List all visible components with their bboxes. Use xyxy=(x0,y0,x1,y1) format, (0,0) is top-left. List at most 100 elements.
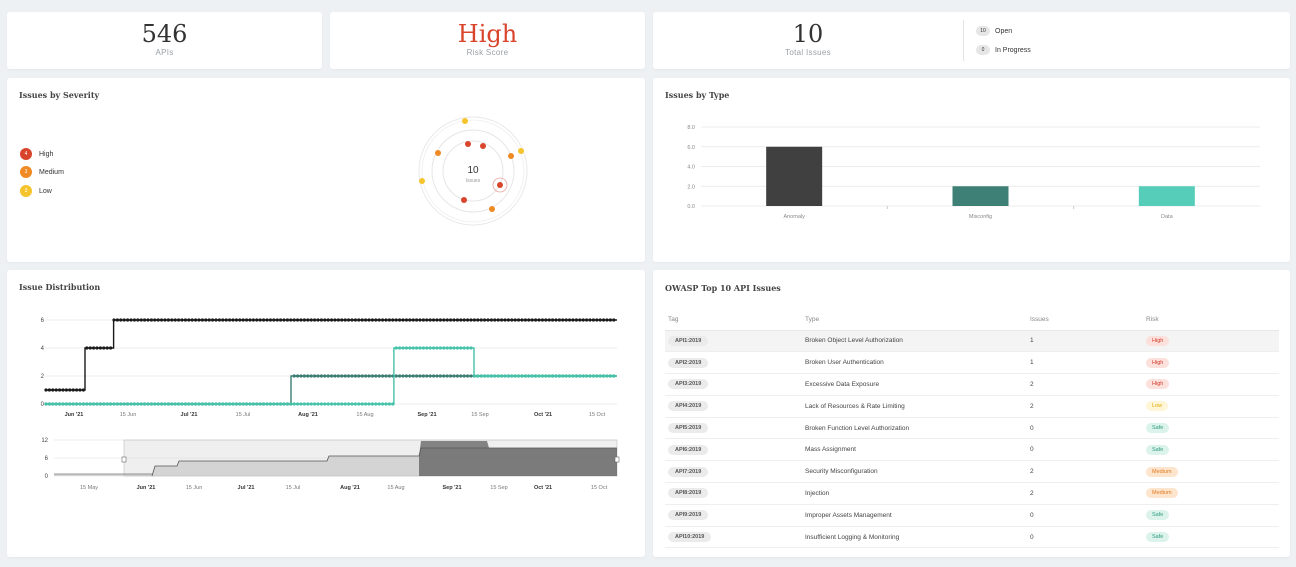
data-point xyxy=(68,388,72,392)
data-point xyxy=(289,402,293,406)
kpi-issues-value: 10 xyxy=(792,20,824,48)
col-tag[interactable]: Tag xyxy=(665,310,802,331)
legend-low[interactable]: 3 Low xyxy=(20,185,52,197)
col-risk[interactable]: Risk xyxy=(1143,310,1279,331)
table-row[interactable]: API4:2019 Lack of Resources & Rate Limiti… xyxy=(665,395,1279,418)
data-point xyxy=(173,318,177,322)
data-point xyxy=(330,402,334,406)
data-point xyxy=(231,402,235,406)
tag-cell: API5:2019 xyxy=(665,417,802,440)
data-point xyxy=(306,402,310,406)
data-point xyxy=(75,402,79,406)
data-point xyxy=(85,402,89,406)
table-row[interactable]: API5:2019 Broken Function Level Authoriza… xyxy=(665,417,1279,440)
navigator-handle-right[interactable] xyxy=(614,456,620,463)
status-open: 10 Open xyxy=(976,26,1012,36)
table-row[interactable]: API7:2019 Security Misconfiguration 2 Mediu… xyxy=(665,460,1279,484)
x-tick-label: Misconfig xyxy=(969,214,992,220)
ring-outer-inner xyxy=(421,119,525,223)
issue-point-low[interactable] xyxy=(462,118,468,124)
data-point xyxy=(207,402,211,406)
bar-anomaly[interactable] xyxy=(766,146,823,206)
data-point xyxy=(343,374,347,378)
nav-x-tick-label: Oct '21 xyxy=(534,485,552,491)
data-point xyxy=(248,402,252,406)
data-point xyxy=(211,318,215,322)
series-line[interactable] xyxy=(45,375,617,405)
data-point xyxy=(336,374,340,378)
data-point xyxy=(313,318,317,322)
data-point xyxy=(381,318,385,322)
bar-misconfig[interactable] xyxy=(952,186,1009,206)
table-row[interactable]: API10:2019 Insufficient Logging & Monitor… xyxy=(665,526,1279,549)
distribution-card: Issue Distribution 6 4 2 0 Jun '21 15 Jun Jul … xyxy=(7,270,645,557)
risk-cell: High xyxy=(1143,351,1279,375)
data-point xyxy=(78,388,82,392)
issue-point-low[interactable] xyxy=(419,178,425,184)
type-cell: Excessive Data Exposure xyxy=(802,373,1027,396)
issue-point-medium[interactable] xyxy=(508,153,514,159)
issue-point-high[interactable] xyxy=(480,143,486,149)
data-point xyxy=(68,402,72,406)
issue-point-low[interactable] xyxy=(518,148,524,154)
severity-card: Issues by Severity 4 High 3 Medium 3 Low… xyxy=(7,78,645,262)
data-point xyxy=(309,402,313,406)
data-point xyxy=(58,388,62,392)
data-point xyxy=(459,318,463,322)
data-point xyxy=(122,318,126,322)
risk-cell: Safe xyxy=(1143,417,1279,440)
data-point xyxy=(415,374,419,378)
legend-medium[interactable]: 3 Medium xyxy=(20,166,64,178)
data-point xyxy=(279,402,283,406)
bar-data[interactable] xyxy=(1138,186,1195,206)
data-point xyxy=(472,318,476,322)
data-point xyxy=(115,402,119,406)
table-row[interactable]: API6:2019 Mass Assignment 0 Safe xyxy=(665,438,1279,462)
data-point xyxy=(574,374,579,378)
owasp-table: Tag Type Issues Risk API1:2019 Broken Obj… xyxy=(665,310,1279,549)
y-tick-label: 8.0 xyxy=(687,125,695,131)
issue-point-medium[interactable] xyxy=(435,150,441,156)
data-point xyxy=(418,374,422,378)
x-tick-label: 15 Jun xyxy=(120,412,137,418)
data-point xyxy=(129,402,133,406)
data-point xyxy=(544,318,548,322)
table-row[interactable]: API2:2019 Broken User Authentication 1 High xyxy=(665,351,1279,375)
data-point xyxy=(234,318,238,322)
data-point xyxy=(309,374,313,378)
navigator-handle-left[interactable] xyxy=(121,456,127,463)
data-point xyxy=(268,318,272,322)
data-point xyxy=(506,318,510,322)
nav-y-tick-label: 12 xyxy=(41,438,48,444)
data-point xyxy=(112,402,116,406)
issue-point-medium[interactable] xyxy=(489,206,495,212)
data-point xyxy=(591,374,596,378)
issue-point-high[interactable] xyxy=(465,141,471,147)
table-row[interactable]: API8:2019 Injection 2 Medium xyxy=(665,482,1279,505)
data-point xyxy=(530,318,534,322)
data-point xyxy=(275,318,279,322)
legend-high[interactable]: 4 High xyxy=(20,148,53,160)
issue-point-high[interactable] xyxy=(497,182,503,188)
ring-inner xyxy=(442,140,504,202)
table-row[interactable]: API9:2019 Improper Assets Management 0 Safe xyxy=(665,504,1279,527)
risk-badge: High xyxy=(1146,357,1170,368)
col-issues[interactable]: Issues xyxy=(1027,310,1143,331)
legend-high-dot: 4 xyxy=(20,148,32,160)
data-point xyxy=(510,318,514,322)
data-point xyxy=(187,318,191,322)
data-point xyxy=(367,374,371,378)
risk-cell: Medium xyxy=(1143,482,1279,505)
risk-badge: Safe xyxy=(1146,510,1170,521)
col-type[interactable]: Type xyxy=(802,310,1027,331)
series-line[interactable] xyxy=(45,319,617,391)
tag-badge: API1:2019 xyxy=(668,335,709,346)
data-point xyxy=(109,402,113,406)
data-point xyxy=(330,318,334,322)
table-row[interactable]: API1:2019 Broken Object Level Authorizati… xyxy=(665,330,1279,353)
issue-point-high[interactable] xyxy=(461,197,467,203)
type-cell: Broken Function Level Authorization xyxy=(802,417,1027,440)
table-row[interactable]: API3:2019 Excessive Data Exposure 2 High xyxy=(665,373,1279,396)
data-point xyxy=(333,374,337,378)
nav-x-tick-label: Sep '21 xyxy=(442,485,461,491)
